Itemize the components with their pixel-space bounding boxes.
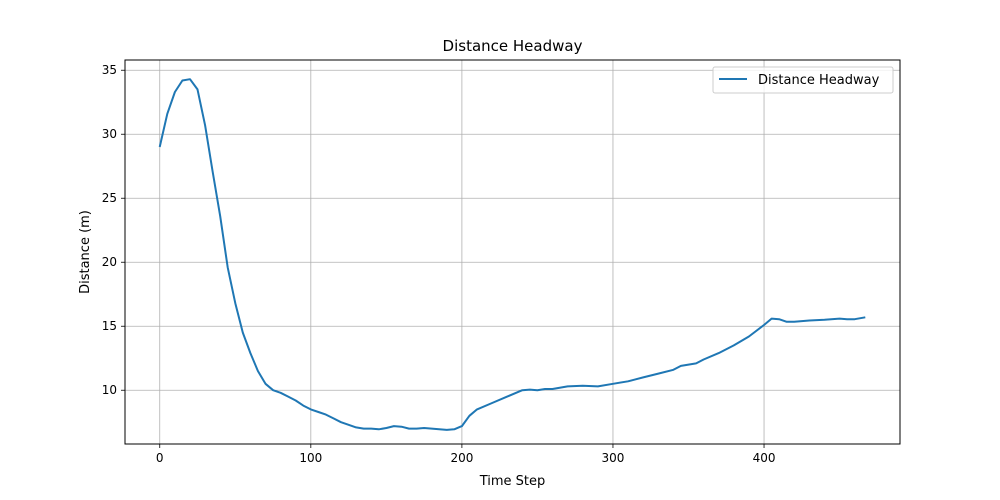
legend-box xyxy=(712,66,894,94)
y-tick-label: 25 xyxy=(102,191,117,205)
series-line-0 xyxy=(158,78,866,431)
axis-ticks: 0 100 200 300 400 10 15 20 25 30 35 xyxy=(102,63,776,465)
x-tick-label: 200 xyxy=(450,451,473,465)
y-axis-label: Distance (m) xyxy=(78,210,93,294)
x-tick-label: 100 xyxy=(299,451,322,465)
x-axis-label: Time Step xyxy=(479,474,546,489)
plot-frame xyxy=(124,59,901,445)
y-tick-label: 20 xyxy=(102,255,117,269)
y-tick-label: 10 xyxy=(102,383,117,397)
legend: Distance Headway xyxy=(712,66,894,94)
y-tick-label: 35 xyxy=(102,63,117,77)
x-tick-label: 400 xyxy=(753,451,776,465)
chart-title: Distance Headway xyxy=(443,37,583,55)
x-tick-label: 300 xyxy=(602,451,625,465)
y-tick-label: 30 xyxy=(102,127,117,141)
y-tick-label: 15 xyxy=(102,319,117,333)
series-layer xyxy=(158,78,866,431)
x-tick-label: 0 xyxy=(156,451,164,465)
legend-label-distance-headway: Distance Headway xyxy=(758,73,880,88)
